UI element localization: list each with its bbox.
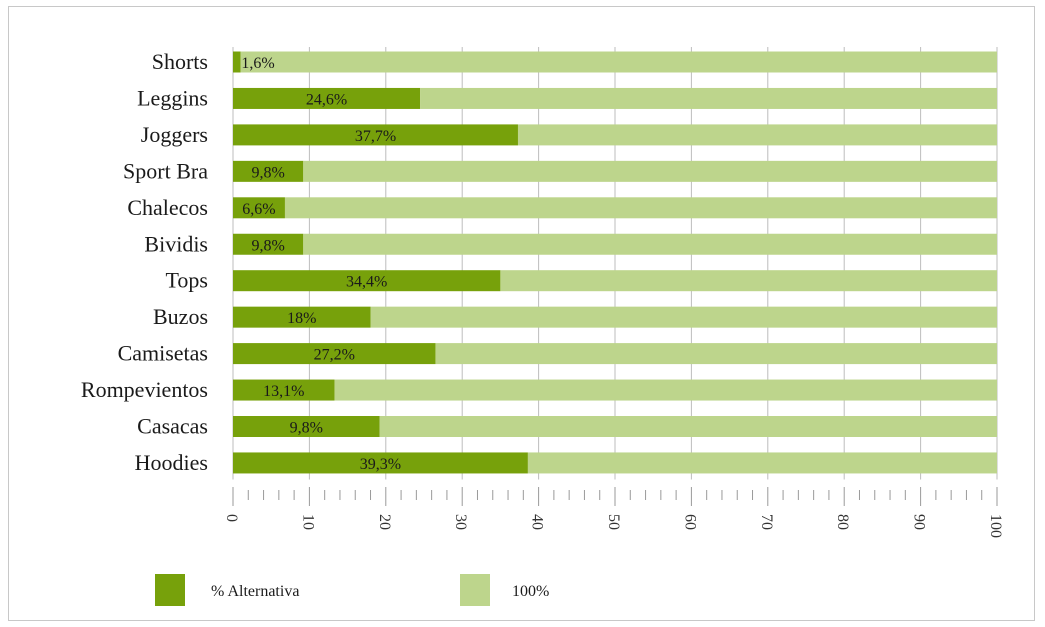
category-label-sport-bra: Sport Bra — [123, 158, 208, 183]
x-tick-label: 90 — [911, 514, 928, 530]
data-label-joggers: 37,7% — [355, 128, 396, 145]
bar-casacas-100 — [379, 416, 997, 437]
data-label-rompevientos: 13,1% — [263, 383, 304, 400]
bar-rompevientos-100 — [334, 379, 997, 401]
data-label-hoodies: 39,3% — [360, 456, 401, 473]
category-label-chalecos: Chalecos — [127, 195, 208, 220]
x-tick-label: 10 — [299, 514, 316, 530]
bar-chalecos-alternativa — [233, 197, 285, 219]
data-label-shorts: 1,6% — [241, 55, 274, 72]
bar-joggers-alternativa — [233, 124, 518, 146]
data-label-tops: 34,4% — [346, 274, 387, 291]
bar-buzos-alternativa — [233, 306, 371, 328]
chart-frame: Shorts Leggins Joggers Sport Bra Chalecos Biv… — [8, 6, 1035, 621]
bar-leggins-alternativa — [233, 87, 421, 109]
bar-hoodies-100 — [527, 452, 997, 474]
category-label-shorts: Shorts — [152, 49, 208, 74]
x-tick-label: 40 — [529, 514, 546, 530]
bar-hoodies-alternativa — [233, 452, 528, 474]
legend-swatch-alternativa — [155, 574, 185, 606]
category-label-joggers: Joggers — [141, 122, 208, 147]
bar-sport-bra-alternativa — [233, 160, 304, 182]
x-tick-label: 100 — [987, 514, 1004, 538]
data-label-bividis: 9,8% — [251, 237, 284, 254]
data-label-leggins: 24,6% — [306, 91, 347, 108]
data-label-casacas: 9,8% — [290, 420, 323, 437]
gridlines — [232, 47, 998, 480]
data-labels: 1,6% 24,6% 37,7% 9,8% 6,6% 9,8% 34,4% 18% 27,2% 1… — [241, 55, 401, 473]
category-label-camisetas: Camisetas — [118, 341, 208, 366]
bars — [233, 51, 998, 474]
category-label-casacas: Casacas — [137, 414, 208, 439]
category-label-hoodies: Hoodies — [135, 450, 208, 475]
category-label-buzos: Buzos — [153, 304, 208, 329]
bar-tops-100 — [500, 270, 997, 292]
x-tick-label: 0 — [223, 514, 240, 522]
legend-label-alternativa: % Alternativa — [211, 583, 299, 600]
bar-camisetas-100 — [435, 343, 998, 365]
legend: % Alternativa 100% — [155, 574, 549, 606]
data-label-buzos: 18% — [287, 310, 316, 327]
x-tick-label: 70 — [758, 514, 775, 530]
bar-chart: Shorts Leggins Joggers Sport Bra Chalecos Biv… — [81, 47, 1004, 606]
bar-tops-alternativa — [233, 270, 501, 292]
bar-chalecos-100 — [284, 197, 997, 219]
x-tick-label: 30 — [452, 514, 469, 530]
legend-label-100: 100% — [512, 583, 549, 600]
category-label-leggins: Leggins — [137, 85, 208, 110]
bar-bividis-100 — [303, 233, 998, 255]
category-label-bividis: Bividis — [144, 231, 208, 256]
legend-swatch-100 — [460, 574, 490, 606]
x-tick-label: 50 — [605, 514, 622, 530]
bar-bividis-alternativa — [233, 233, 304, 255]
x-axis: 0 10 20 30 40 50 60 70 80 90 100 — [223, 487, 1004, 538]
data-label-camisetas: 27,2% — [314, 347, 355, 364]
category-labels: Shorts Leggins Joggers Sport Bra Chalecos Biv… — [81, 49, 208, 475]
data-label-sport-bra: 9,8% — [251, 164, 284, 181]
bar-camisetas-alternativa — [233, 343, 436, 365]
bar-sport-bra-100 — [303, 160, 998, 182]
category-label-rompevientos: Rompevientos — [81, 377, 208, 402]
x-tick-label: 20 — [376, 514, 393, 530]
bar-shorts-alternativa — [233, 51, 241, 73]
x-tick-label: 60 — [681, 514, 698, 530]
category-label-tops: Tops — [166, 268, 208, 293]
x-tick-label: 80 — [834, 514, 851, 530]
bar-buzos-100 — [370, 306, 997, 328]
bar-shorts-100 — [240, 51, 997, 73]
data-label-chalecos: 6,6% — [242, 201, 275, 218]
bar-joggers-100 — [517, 124, 997, 146]
bar-casacas-alternativa — [233, 416, 380, 437]
bar-leggins-100 — [420, 87, 997, 109]
bar-rompevientos-alternativa — [233, 379, 335, 401]
